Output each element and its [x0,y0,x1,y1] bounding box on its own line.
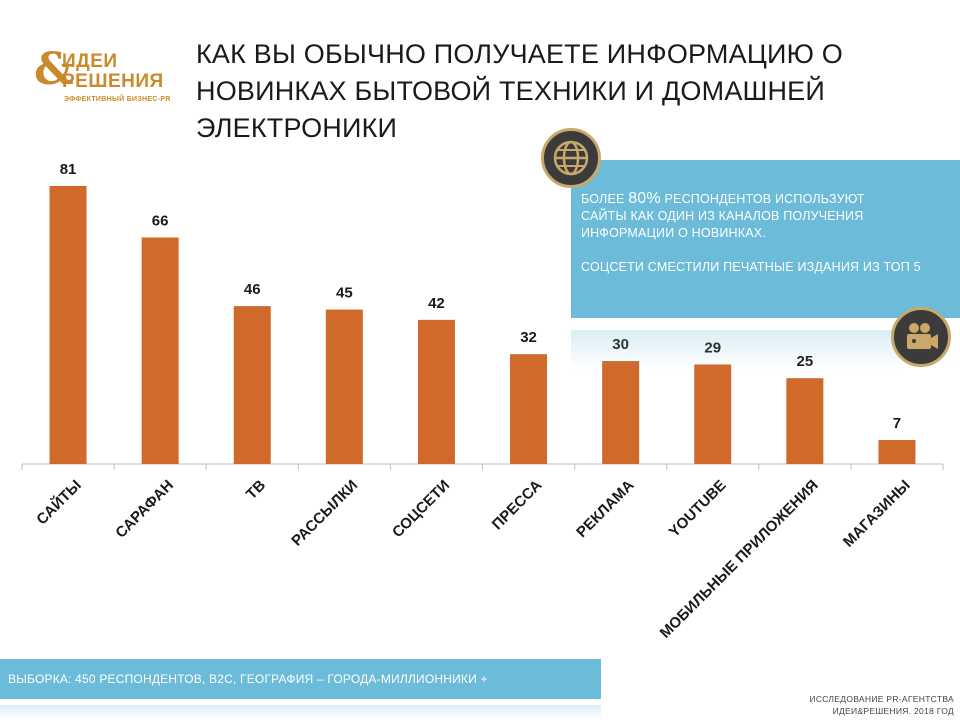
info-callout-text: БОЛЕЕ 80% РЕСПОНДЕНТОВ ИСПОЛЬЗУЮТ САЙТЫ … [581,190,921,276]
logo-ampersand: & [34,44,74,95]
video-camera-icon [891,307,951,367]
bar [141,237,179,464]
logo-word-top: ИДЕИ [62,51,118,72]
bar-value-label: 29 [704,339,721,356]
credit-line1: ИССЛЕДОВАНИЕ PR-АГЕНТСТВА [809,694,954,704]
bar-value-label: 25 [797,353,814,370]
category-tick-label: ТВ [243,477,269,503]
bar [325,309,363,464]
logo-tagline: ЭФФЕКТИВНЫЙ БИЗНЕС-PR [64,96,171,103]
bar [878,439,916,464]
bar [49,186,87,464]
info-line4: СОЦСЕТИ СМЕСТИЛИ ПЕЧАТНЫЕ ИЗДАНИЯ ИЗ ТОП… [581,260,921,274]
bar [786,378,824,464]
category-tick-label: СОЦСЕТИ [389,477,453,541]
category-tick-label: САРАФАН [112,477,177,542]
bar [694,364,732,464]
bar-value-label: 46 [244,281,261,298]
category-tick-label: САЙТЫ [33,476,85,528]
sample-bar-reflection [0,705,601,720]
sample-info-text: ВЫБОРКА: 450 РЕСПОНДЕНТОВ, В2С, ГЕОГРАФИ… [8,672,488,686]
bar-value-label: 7 [893,415,901,432]
category-tick-label: РАССЫЛКИ [288,477,361,550]
bar [233,306,271,464]
logo-word-bottom: РЕШЕНИЯ [62,71,164,92]
info-line1-pre: БОЛЕЕ [581,192,629,206]
bar-value-label: 81 [60,161,77,178]
info-line3: ИНФОРМАЦИИ О НОВИНКАХ. [581,226,766,240]
info-line2: САЙТЫ КАК ОДИН ИЗ КАНАЛОВ ПОЛУЧЕНИЯ [581,209,864,223]
bar-value-label: 30 [612,336,629,353]
info-line1-post: РЕСПОНДЕНТОВ ИСПОЛЬЗУЮТ [660,192,865,206]
bar [510,354,548,464]
slide-title: КАК ВЫ ОБЫЧНО ПОЛУЧАЕТЕ ИНФОРМАЦИЮ О НОВ… [196,39,843,143]
category-tick-label: МОБИЛЬНЫЕ ПРИЛОЖЕНИЯ [657,477,822,642]
info-callout-reflection [571,330,901,370]
bar-value-label: 66 [152,212,169,229]
info-callout: БОЛЕЕ 80% РЕСПОНДЕНТОВ ИСПОЛЬЗУЮТ САЙТЫ … [571,160,960,318]
brand-logo: & ИДЕИ РЕШЕНИЯ ЭФФЕКТИВНЫЙ БИЗНЕС-PR [30,44,180,110]
sample-info-bar: ВЫБОРКА: 450 РЕСПОНДЕНТОВ, В2С, ГЕОГРАФИ… [0,659,601,699]
credit-line2: ИДЕИ&РЕШЕНИЯ. 2018 ГОД [832,706,954,716]
bar-value-label: 45 [336,285,353,302]
category-tick-label: РЕКЛАМА [573,477,637,541]
bar [602,361,640,464]
bar [417,319,455,464]
bar-value-label: 42 [428,295,445,312]
category-tick-label: МАГАЗИНЫ [840,477,914,551]
category-tick-label: YOUTUBE [666,477,730,541]
bar-value-label: 32 [520,329,537,346]
category-tick-label: ПРЕССА [489,477,546,534]
info-highlight-percent: 80% [628,190,661,207]
source-credit: ИССЛЕДОВАНИЕ PR-АГЕНТСТВА ИДЕИ&РЕШЕНИЯ. … [809,693,954,717]
globe-icon [541,128,601,188]
